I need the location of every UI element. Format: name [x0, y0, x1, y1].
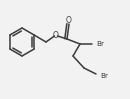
Text: O: O	[53, 30, 59, 40]
Text: Br: Br	[96, 41, 104, 47]
Text: Br: Br	[100, 73, 108, 79]
Text: O: O	[66, 16, 72, 25]
